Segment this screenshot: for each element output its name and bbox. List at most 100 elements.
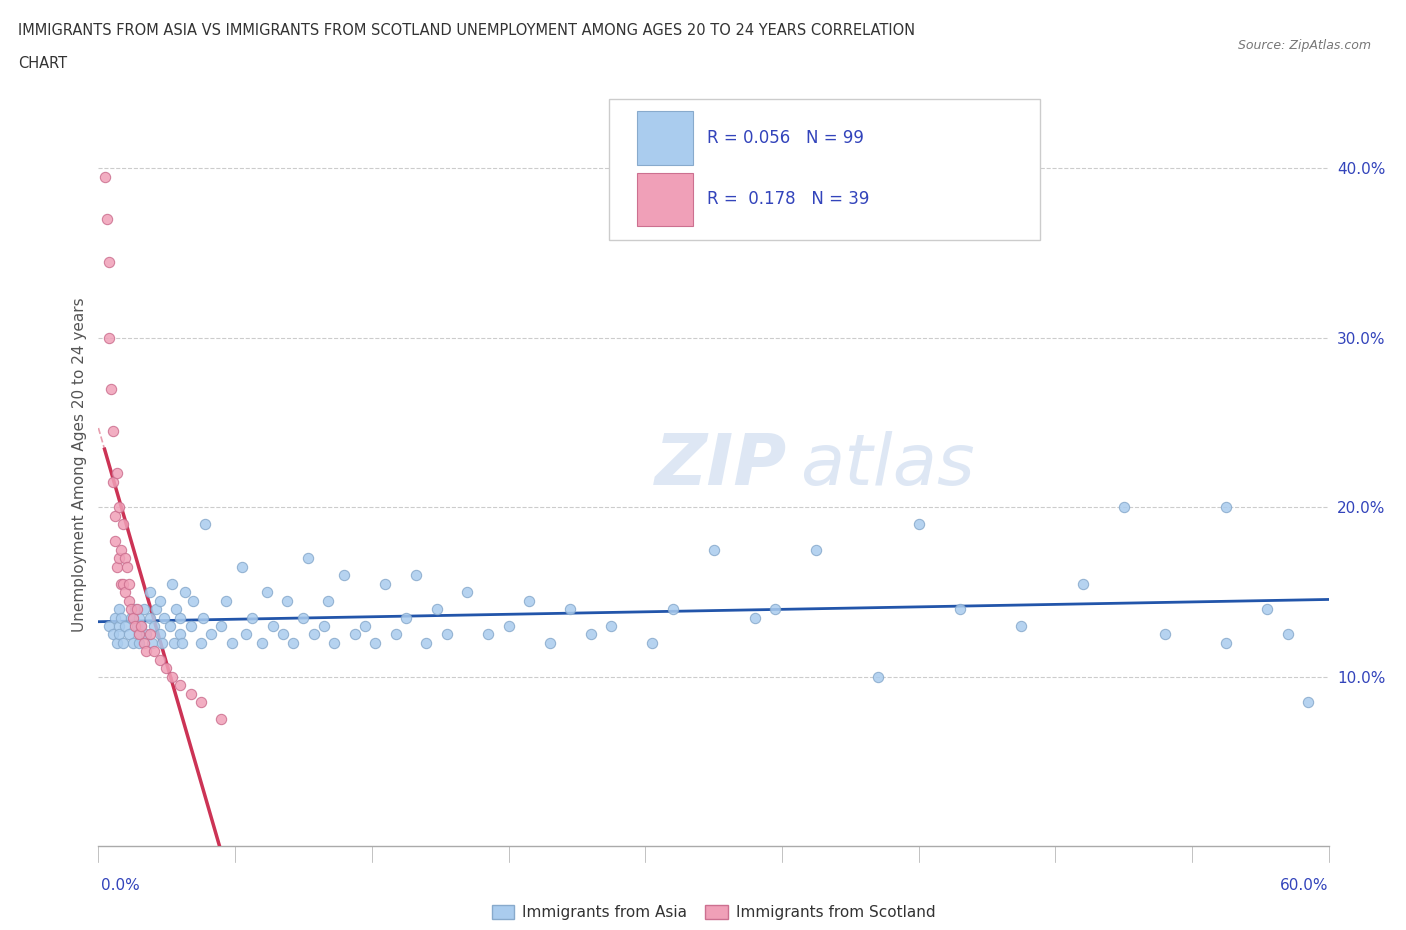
Point — [118, 627, 141, 642]
Point — [159, 618, 181, 633]
Point — [155, 661, 177, 676]
Legend: Immigrants from Asia, Immigrants from Scotland: Immigrants from Asia, Immigrants from Sc… — [485, 899, 942, 926]
Point — [104, 610, 127, 625]
Point — [354, 618, 377, 633]
Point — [110, 542, 132, 557]
Point — [108, 602, 131, 617]
Point — [169, 678, 191, 693]
Point — [124, 618, 146, 633]
Point — [600, 618, 623, 633]
Bar — [637, 112, 693, 165]
Point — [93, 169, 115, 184]
Point — [142, 618, 165, 633]
Point — [214, 593, 236, 608]
Point — [172, 635, 194, 650]
Point — [114, 618, 136, 633]
Point — [312, 618, 335, 633]
Point — [538, 635, 561, 650]
Text: IMMIGRANTS FROM ASIA VS IMMIGRANTS FROM SCOTLAND UNEMPLOYMENT AMONG AGES 20 TO 2: IMMIGRANTS FROM ASIA VS IMMIGRANTS FROM … — [18, 23, 915, 38]
Point — [138, 627, 160, 642]
Point — [316, 593, 339, 608]
Point — [661, 602, 683, 617]
Point — [415, 635, 437, 650]
Point — [1256, 602, 1278, 617]
Point — [105, 559, 128, 574]
Point — [122, 635, 145, 650]
Point — [138, 585, 160, 600]
Point — [105, 635, 128, 650]
Point — [405, 567, 427, 582]
Point — [426, 602, 449, 617]
Point — [804, 542, 827, 557]
Point — [104, 534, 127, 549]
Point — [181, 593, 204, 608]
Point — [641, 635, 664, 650]
Point — [110, 577, 132, 591]
Point — [104, 509, 127, 524]
Point — [108, 500, 131, 515]
Point — [256, 585, 278, 600]
Point — [190, 695, 212, 710]
Text: 0.0%: 0.0% — [101, 878, 141, 893]
Point — [108, 627, 131, 642]
Point — [101, 424, 124, 439]
Point — [194, 517, 217, 532]
Point — [200, 627, 222, 642]
Point — [1153, 627, 1175, 642]
Point — [235, 627, 257, 642]
Point — [240, 610, 263, 625]
Point — [120, 602, 142, 617]
Point — [907, 517, 929, 532]
Point — [128, 635, 150, 650]
Point — [150, 635, 173, 650]
Text: 60.0%: 60.0% — [1281, 878, 1329, 893]
Point — [1112, 500, 1135, 515]
Point — [112, 635, 135, 650]
Point — [763, 602, 786, 617]
Point — [271, 627, 294, 642]
Point — [384, 627, 406, 642]
Point — [135, 644, 157, 658]
Point — [122, 610, 145, 625]
Point — [108, 618, 131, 633]
Point — [128, 627, 150, 642]
Point — [110, 610, 132, 625]
Point — [457, 585, 479, 600]
Point — [162, 670, 184, 684]
Text: Source: ZipAtlas.com: Source: ZipAtlas.com — [1237, 39, 1371, 52]
Point — [138, 610, 160, 625]
Point — [118, 577, 141, 591]
Point — [283, 635, 305, 650]
Point — [127, 618, 149, 633]
Point — [101, 627, 124, 642]
Point — [211, 618, 233, 633]
Point — [558, 602, 581, 617]
Point — [153, 610, 176, 625]
Point — [128, 610, 150, 625]
Point — [343, 627, 366, 642]
Point — [127, 602, 149, 617]
Point — [1296, 695, 1319, 710]
Point — [165, 602, 187, 617]
Point — [180, 686, 202, 701]
Point — [180, 618, 202, 633]
Point — [118, 593, 141, 608]
Point — [97, 254, 120, 269]
Point — [191, 610, 214, 625]
Point — [744, 610, 766, 625]
Text: CHART: CHART — [18, 56, 67, 71]
Point — [173, 585, 195, 600]
Point — [97, 618, 120, 633]
Point — [101, 474, 124, 489]
Point — [276, 593, 298, 608]
Point — [114, 551, 136, 565]
Point — [323, 635, 346, 650]
Point — [302, 627, 325, 642]
Point — [364, 635, 387, 650]
Point — [132, 602, 155, 617]
Point — [949, 602, 972, 617]
Point — [436, 627, 458, 642]
Point — [131, 618, 153, 633]
Point — [108, 551, 131, 565]
Point — [169, 610, 191, 625]
